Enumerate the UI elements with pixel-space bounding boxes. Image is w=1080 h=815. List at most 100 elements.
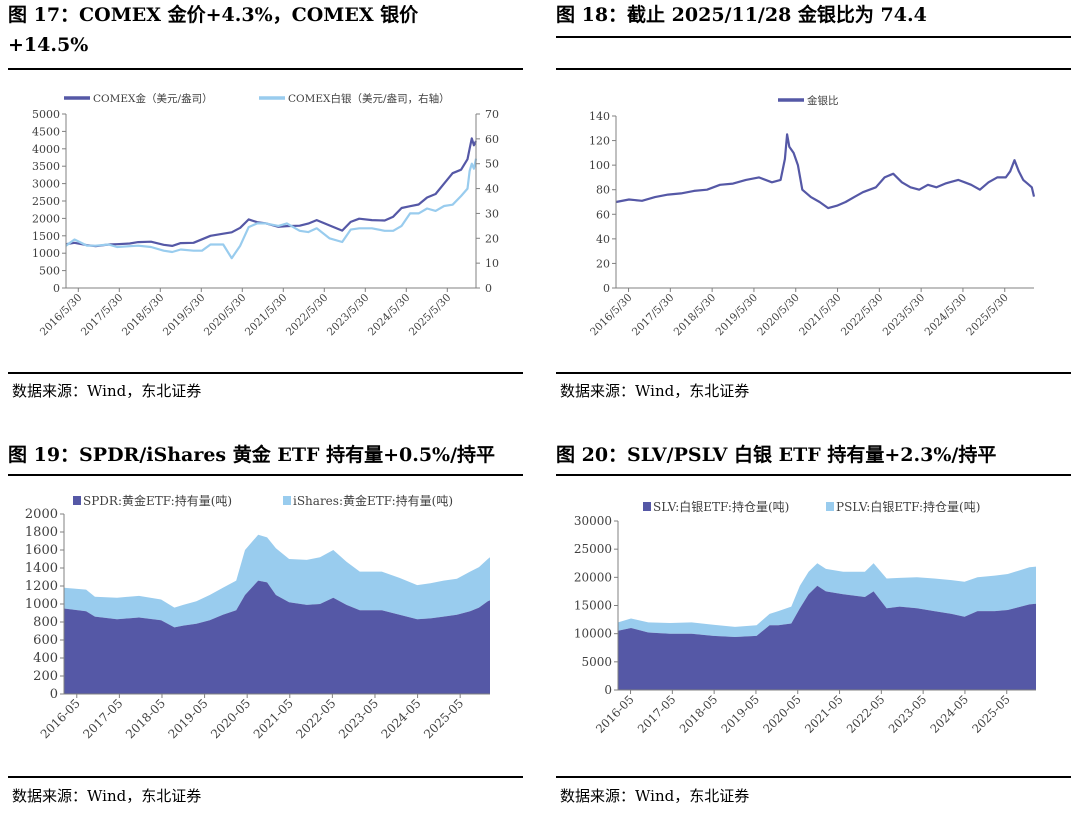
legend-swatch bbox=[283, 496, 291, 505]
x-tick-label: 2024-05 bbox=[927, 692, 971, 736]
y-right-tick-label: 70 bbox=[485, 108, 499, 121]
figure-20-top-rule bbox=[556, 474, 1071, 476]
y-tick-label: 1200 bbox=[25, 579, 58, 594]
x-tick-label: 2023/5/30 bbox=[325, 292, 372, 339]
y-tick-label: 120 bbox=[589, 135, 610, 148]
x-tick-label: 2021-05 bbox=[251, 696, 296, 741]
figure-17-chart: 0 500 1000 1500 2000 2500 3000 3500 4000 4500 5000… bbox=[8, 74, 523, 370]
x-tick-label: 2024/5/30 bbox=[923, 292, 970, 339]
y-tick-label: 0 bbox=[603, 282, 610, 295]
x-tick-label: 2018/5/30 bbox=[120, 292, 167, 339]
x-tick-label: 2016/5/30 bbox=[588, 292, 635, 339]
x-tick-label: 2016-05 bbox=[38, 696, 83, 741]
x-tick-label: 2021/5/30 bbox=[243, 292, 290, 339]
x-tick-label: 2024/5/30 bbox=[366, 292, 413, 339]
y-right-tick-label: 60 bbox=[485, 133, 499, 146]
y-tick-label: 100 bbox=[589, 159, 610, 172]
y-tick-label: 140 bbox=[589, 110, 610, 123]
x-tick-label: 2024-05 bbox=[379, 696, 424, 741]
figure-19-svg: 0 200 400 600 800 1000 1200 1400 1600 1800 2000 201… bbox=[25, 493, 490, 741]
legend-swatch bbox=[643, 502, 651, 511]
x-tick-label: 2016-05 bbox=[593, 692, 637, 736]
figure-17-title-line2: +14.5% bbox=[8, 34, 89, 56]
figure-20-title-line1: 图 20：SLV/PSLV 白银 ETF 持有量+2.3%/持平 bbox=[556, 444, 997, 466]
figure-20-chart: 0 5000 10000 15000 20000 25000 30000 2016-05 201… bbox=[556, 480, 1071, 772]
figure-19-chart: 0 200 400 600 800 1000 1200 1400 1600 1800 2000 201… bbox=[8, 480, 523, 772]
x-tick-label: 2020/5/30 bbox=[202, 292, 249, 339]
legend-label: COMEX白银（美元/盎司，右轴） bbox=[288, 92, 450, 105]
x-tick-label: 2018/5/30 bbox=[672, 292, 719, 339]
y-tick-label: 2000 bbox=[32, 212, 60, 225]
y-tick-label: 20000 bbox=[574, 570, 612, 584]
x-tick-label: 2020/5/30 bbox=[755, 292, 802, 339]
y-tick-label: 30000 bbox=[574, 514, 612, 528]
figure-17-panel: 图 17：COMEX 金价+4.3%，COMEX 银价 +14.5% 0 500 1… bbox=[8, 0, 523, 410]
y-tick-label: 60 bbox=[596, 208, 610, 221]
line-series-primary bbox=[615, 133, 1036, 210]
legend-label: SPDR:黄金ETF:持有量(吨) bbox=[83, 493, 232, 508]
line-series-primary bbox=[65, 137, 477, 248]
area-series-secondary bbox=[618, 563, 1036, 637]
y-tick-label: 800 bbox=[33, 615, 58, 630]
x-tick-label: 2020-05 bbox=[760, 692, 804, 736]
figure-20-panel: 图 20：SLV/PSLV 白银 ETF 持有量+2.3%/持平 0 5000 10… bbox=[556, 440, 1071, 815]
y-tick-label: 5000 bbox=[32, 108, 60, 121]
x-tick-label: 2017/5/30 bbox=[79, 292, 126, 339]
figure-19-bottom-rule bbox=[8, 776, 523, 778]
x-tick-label: 2022-05 bbox=[844, 692, 888, 736]
y-tick-label: 600 bbox=[33, 633, 58, 648]
y-right-tick-label: 50 bbox=[485, 158, 499, 171]
y-tick-label: 15000 bbox=[574, 599, 612, 613]
y-tick-label: 2000 bbox=[25, 507, 58, 522]
legend-swatch bbox=[826, 502, 834, 511]
x-tick-label: 2018-05 bbox=[123, 696, 168, 741]
x-tick-label: 2016/5/30 bbox=[38, 292, 85, 339]
x-tick-label: 2019/5/30 bbox=[161, 292, 208, 339]
y-tick-label: 0 bbox=[53, 282, 60, 295]
figure-17-svg: 0500100015002000250030003500400045005000… bbox=[32, 92, 499, 339]
figure-20-title: 图 20：SLV/PSLV 白银 ETF 持有量+2.3%/持平 bbox=[556, 440, 1071, 470]
x-tick-label: 2025/5/30 bbox=[407, 292, 454, 339]
x-tick-label: 2021-05 bbox=[802, 692, 846, 736]
x-tick-label: 2017-05 bbox=[80, 696, 125, 741]
y-tick-label: 25000 bbox=[574, 542, 612, 556]
figure-18-top-rule bbox=[556, 36, 1071, 38]
y-tick-label: 1800 bbox=[25, 525, 58, 540]
x-tick-label: 2025-05 bbox=[969, 692, 1013, 736]
area-series-primary bbox=[618, 585, 1036, 690]
y-tick-label: 200 bbox=[33, 669, 58, 684]
legend-label: iShares:黄金ETF:持有量(吨) bbox=[293, 493, 453, 508]
y-tick-label: 1400 bbox=[25, 561, 58, 576]
y-tick-label: 1600 bbox=[25, 543, 58, 558]
y-tick-label: 3000 bbox=[32, 178, 60, 191]
y-tick-label: 3500 bbox=[32, 160, 60, 173]
figure-20-svg: 0500010000150002000025000300002016-05201… bbox=[574, 499, 1036, 736]
line-series-secondary bbox=[65, 158, 478, 260]
y-right-tick-label: 0 bbox=[485, 282, 492, 295]
x-tick-label: 2019-05 bbox=[166, 696, 211, 741]
y-tick-label: 4500 bbox=[32, 125, 60, 138]
x-tick-label: 2022/5/30 bbox=[839, 292, 886, 339]
figure-19-top-rule bbox=[8, 474, 523, 476]
y-right-tick-label: 40 bbox=[485, 183, 499, 196]
y-tick-label: 1500 bbox=[32, 230, 60, 243]
y-tick-label: 80 bbox=[596, 184, 610, 197]
y-right-tick-label: 20 bbox=[485, 232, 499, 245]
y-right-tick-label: 30 bbox=[485, 207, 499, 220]
y-tick-label: 500 bbox=[39, 265, 60, 278]
figure-18-second-rule bbox=[556, 68, 1071, 70]
x-tick-label: 2023-05 bbox=[336, 696, 381, 741]
y-tick-label: 10000 bbox=[574, 627, 612, 641]
legend-label: SLV:白银ETF:持仓量(吨) bbox=[653, 499, 789, 514]
figure-19-title: 图 19：SPDR/iShares 黄金 ETF 持有量+0.5%/持平 bbox=[8, 440, 523, 470]
y-tick-label: 40 bbox=[596, 233, 610, 246]
x-tick-label: 2025/5/30 bbox=[964, 292, 1011, 339]
x-tick-label: 2019/5/30 bbox=[714, 292, 761, 339]
figure-17-bottom-rule bbox=[8, 372, 523, 374]
figure-18-source: 数据来源：Wind，东北证券 bbox=[560, 382, 750, 400]
x-tick-label: 2025-05 bbox=[421, 696, 466, 741]
x-tick-label: 2020-05 bbox=[208, 696, 253, 741]
x-tick-label: 2019-05 bbox=[718, 692, 762, 736]
figure-17-top-rule bbox=[8, 68, 523, 70]
figure-20-source: 数据来源：Wind，东北证券 bbox=[560, 787, 750, 805]
